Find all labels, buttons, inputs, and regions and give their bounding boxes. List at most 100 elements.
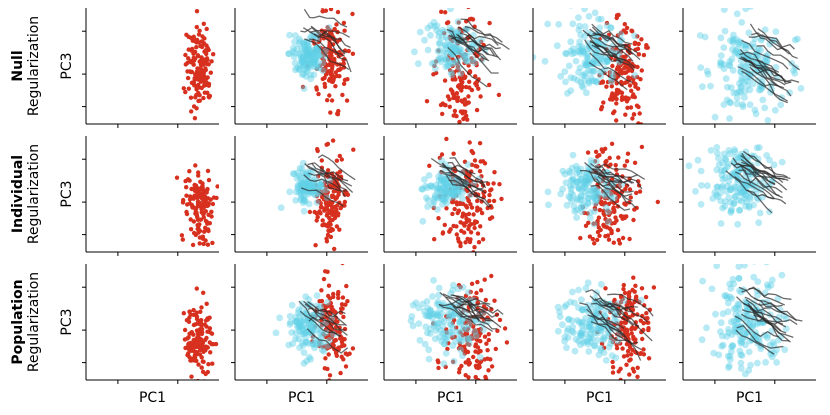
red-point (465, 195, 470, 201)
red-point (609, 230, 614, 235)
red-point (486, 337, 491, 343)
cyan-point (600, 189, 608, 197)
trajectory-line (736, 324, 784, 349)
cyan-point (575, 69, 582, 76)
cyan-point (563, 201, 571, 209)
cyan-point (580, 47, 587, 55)
red-point (450, 335, 455, 340)
cyan-point (300, 70, 308, 78)
cyan-point (303, 357, 310, 365)
red-point (631, 80, 636, 86)
cyan-point (433, 300, 441, 308)
red-point (475, 279, 480, 285)
cyan-point (585, 79, 593, 87)
cyan-point (570, 203, 578, 210)
red-point (475, 327, 481, 333)
red-point (209, 59, 214, 64)
cyan-point (607, 191, 614, 198)
trajectory-line (592, 32, 638, 54)
red-point (189, 345, 194, 350)
red-point (604, 84, 609, 89)
cyan-point (719, 204, 726, 212)
cyan-point (300, 178, 308, 186)
cyan-point (438, 316, 445, 324)
cyan-point (597, 344, 605, 352)
cyan-point (737, 288, 745, 296)
cyan-point (314, 47, 322, 55)
cyan-point (717, 58, 724, 66)
cyan-point (577, 329, 585, 337)
cyan-point (462, 57, 470, 65)
red-point (210, 361, 215, 366)
cyan-point (578, 175, 585, 183)
red-point (437, 155, 442, 161)
cyan-point (734, 220, 742, 228)
red-point (332, 204, 338, 210)
cyan-point (427, 182, 434, 190)
red-point (617, 241, 623, 246)
cyan-point (600, 335, 608, 342)
red-point (467, 296, 473, 301)
cyan-point (745, 367, 753, 374)
cyan-point (727, 186, 735, 193)
cyan-point (588, 77, 596, 84)
cyan-point (305, 46, 313, 53)
cyan-point (764, 281, 771, 289)
cyan-point (305, 43, 313, 50)
red-point (350, 51, 356, 56)
cyan-point (752, 110, 760, 118)
cyan-point (286, 31, 293, 39)
cyan-point (582, 0, 589, 3)
red-point (472, 219, 478, 224)
red-point (641, 347, 646, 352)
red-point (468, 230, 474, 235)
cyan-point (564, 90, 571, 97)
red-point (626, 293, 631, 298)
cyan-point (455, 48, 463, 56)
cyan-point (450, 191, 457, 199)
cyan-point (725, 61, 733, 69)
cyan-point (751, 331, 759, 339)
cyan-point (746, 193, 754, 201)
red-point (200, 369, 206, 374)
red-point (449, 135, 453, 139)
cyan-point (733, 10, 741, 18)
cyan-point (581, 188, 589, 196)
red-point (203, 225, 208, 230)
cyan-point (443, 49, 450, 57)
cyan-point (313, 199, 321, 206)
cyan-point (733, 100, 741, 108)
cyan-point (593, 78, 600, 85)
red-point (326, 69, 331, 74)
cyan-point (440, 190, 448, 197)
cyan-point (714, 193, 722, 200)
cyan-point (759, 96, 767, 104)
red-point (454, 114, 459, 119)
cyan-point (449, 185, 457, 193)
red-point (444, 136, 449, 142)
cyan-point (723, 182, 731, 190)
cyan-point (544, 188, 552, 196)
red-point (180, 237, 185, 242)
cyan-point (713, 191, 720, 199)
cyan-point (752, 264, 757, 265)
red-point (307, 209, 313, 215)
trajectory-line (585, 308, 625, 329)
cyan-point (436, 187, 444, 195)
cyan-point (453, 184, 460, 192)
cyan-point (750, 44, 758, 51)
cyan-point (464, 289, 472, 296)
scatter-panel (380, 8, 517, 139)
cyan-point (608, 352, 616, 359)
cyan-point (297, 186, 305, 194)
scatter-panel (529, 264, 666, 384)
cyan-point (723, 294, 731, 302)
red-point (482, 334, 488, 339)
cyan-point (565, 62, 573, 70)
cyan-point (773, 359, 780, 366)
cyan-point (732, 47, 739, 55)
cyan-point (434, 311, 442, 319)
red-point (315, 214, 320, 220)
cyan-point (581, 77, 589, 84)
cyan-point (585, 335, 593, 342)
